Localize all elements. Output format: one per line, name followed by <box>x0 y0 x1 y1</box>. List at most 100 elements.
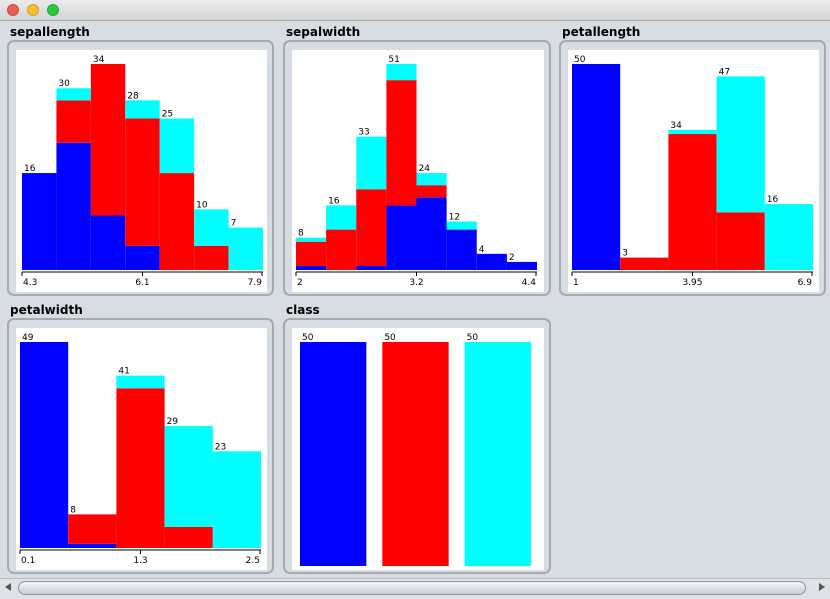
bar-segment-sepalwidth-1-2 <box>326 205 357 230</box>
bar-segment-sepallength-2-0 <box>90 215 126 270</box>
bar-segment-petallength-1-1 <box>620 257 669 270</box>
bar-count-label-sepallength-1: 30 <box>58 79 70 89</box>
bar-count-label-sepallength-2: 34 <box>93 55 105 65</box>
bar-segment-sepalwidth-4-2 <box>416 173 447 186</box>
bar-segment-class-1-1 <box>382 342 449 566</box>
bar-count-label-petallength-3: 47 <box>719 67 730 77</box>
bar-count-label-sepalwidth-6: 4 <box>479 245 485 255</box>
bar-segment-petallength-0-0 <box>572 64 621 270</box>
bar-segment-sepalwidth-3-2 <box>386 64 417 81</box>
bar-segment-petalwidth-4-2 <box>212 451 261 548</box>
x-tick-label: 1.3 <box>133 556 147 566</box>
x-tick-label: 4.4 <box>522 278 537 288</box>
bar-count-label-sepalwidth-3: 51 <box>388 55 399 65</box>
bar-segment-sepalwidth-5-0 <box>446 229 477 270</box>
x-tick-label: 7.9 <box>248 278 263 288</box>
bar-segment-petalwidth-0-0 <box>20 342 69 548</box>
bar-segment-sepalwidth-0-2 <box>296 237 327 242</box>
bar-count-label-sepalwidth-4: 24 <box>419 164 431 174</box>
bar-count-label-sepallength-5: 10 <box>196 200 208 210</box>
panel-title-petallength: petallength <box>562 25 641 39</box>
bar-segment-sepallength-2-1 <box>90 64 126 216</box>
scroll-thumb[interactable] <box>18 581 806 595</box>
bar-count-label-petalwidth-4: 23 <box>215 442 226 452</box>
horizontal-scrollbar[interactable] <box>0 578 830 599</box>
bar-count-label-petalwidth-2: 41 <box>118 367 129 377</box>
chart-class: 50 50 50 <box>300 333 531 566</box>
bar-segment-sepalwidth-6-0 <box>476 253 507 270</box>
bar-count-label-petallength-1: 3 <box>622 249 628 259</box>
bar-segment-sepallength-6-2 <box>228 227 263 270</box>
bar-segment-class-0-0 <box>300 342 367 566</box>
bar-count-label-petalwidth-1: 8 <box>70 505 76 515</box>
bar-segment-class-2-2 <box>464 342 531 566</box>
bar-segment-petallength-2-2 <box>668 129 717 135</box>
minimize-window-button[interactable] <box>27 4 39 16</box>
bar-segment-sepallength-5-2 <box>194 209 229 246</box>
bar-segment-petalwidth-3-2 <box>164 426 213 527</box>
x-tick-label: 6.9 <box>798 278 813 288</box>
bar-segment-sepallength-1-2 <box>56 88 91 101</box>
bar-segment-sepalwidth-4-0 <box>416 197 447 270</box>
bar-segment-petalwidth-2-2 <box>116 375 165 389</box>
bar-segment-petalwidth-3-1 <box>164 526 213 548</box>
bar-count-label-class-1: 50 <box>384 333 396 343</box>
x-tick-label: 2 <box>297 278 303 288</box>
scroll-right-arrow-icon[interactable] <box>819 583 825 591</box>
bar-segment-sepallength-3-0 <box>125 245 160 270</box>
bar-segment-sepalwidth-1-1 <box>326 229 357 270</box>
bar-count-label-sepallength-3: 28 <box>127 91 139 101</box>
bar-segment-sepallength-4-2 <box>159 118 195 174</box>
chart-sepalwidth: 8 16 33 51 24 12 4 2 2 3.2 4.4 <box>295 55 538 288</box>
x-tick-label: 3.2 <box>409 278 423 288</box>
bar-segment-petallength-3-2 <box>716 76 765 213</box>
bar-segment-petalwidth-1-0 <box>68 543 117 548</box>
chart-petallength: 50 3 34 47 16 1 3.95 6.9 <box>571 55 813 288</box>
x-tick-label: 6.1 <box>135 278 149 288</box>
bar-count-label-petallength-0: 50 <box>574 55 586 65</box>
bar-segment-sepalwidth-0-0 <box>296 265 327 270</box>
bar-segment-petalwidth-2-1 <box>116 388 165 548</box>
bar-segment-sepalwidth-2-2 <box>356 136 387 190</box>
bar-segment-sepalwidth-3-1 <box>386 80 417 206</box>
panel-title-class: class <box>286 303 320 317</box>
bar-segment-sepalwidth-2-0 <box>356 265 387 270</box>
bar-count-label-sepalwidth-7: 2 <box>509 253 515 263</box>
bar-segment-sepallength-4-1 <box>159 173 195 270</box>
bar-segment-sepalwidth-7-0 <box>506 261 538 270</box>
bar-segment-sepallength-3-2 <box>125 100 160 119</box>
bar-segment-sepalwidth-3-0 <box>386 205 417 270</box>
x-tick-label: 1 <box>573 278 579 288</box>
bar-count-label-sepalwidth-5: 12 <box>449 213 460 223</box>
bar-count-label-petalwidth-0: 49 <box>22 333 34 343</box>
bar-segment-sepalwidth-4-1 <box>416 185 447 198</box>
bar-segment-sepalwidth-2-1 <box>356 189 387 266</box>
bar-count-label-sepalwidth-1: 16 <box>328 196 340 206</box>
x-tick-label: 4.3 <box>23 278 37 288</box>
bar-count-label-class-2: 50 <box>467 333 479 343</box>
zoom-window-button[interactable] <box>47 4 59 16</box>
bar-count-label-sepallength-4: 25 <box>162 110 173 120</box>
bar-count-label-sepalwidth-0: 8 <box>298 229 304 239</box>
bar-count-label-petalwidth-3: 29 <box>167 417 179 427</box>
x-tick-label: 2.5 <box>246 556 260 566</box>
bar-count-label-sepallength-6: 7 <box>231 219 237 229</box>
bar-count-label-sepalwidth-2: 33 <box>358 128 369 138</box>
bar-segment-petallength-3-1 <box>716 212 765 270</box>
scroll-left-arrow-icon[interactable] <box>5 583 11 591</box>
x-tick-label: 0.1 <box>21 556 35 566</box>
chart-petalwidth: 49 8 41 29 23 0.1 1.3 2.5 <box>19 333 261 566</box>
bar-segment-sepalwidth-5-2 <box>446 221 477 230</box>
bar-segment-petallength-4-2 <box>764 204 813 270</box>
bar-count-label-sepallength-0: 16 <box>24 164 36 174</box>
panel-title-petalwidth: petalwidth <box>10 303 83 317</box>
chart-sepallength: 16 30 34 28 25 10 7 4.3 6.1 7.9 <box>21 55 263 288</box>
bar-segment-sepallength-0-0 <box>22 173 57 270</box>
bar-segment-sepallength-5-1 <box>194 245 229 270</box>
bar-segment-sepallength-1-1 <box>56 100 91 143</box>
bar-count-label-class-0: 50 <box>302 333 314 343</box>
bar-segment-sepallength-3-1 <box>125 118 160 246</box>
close-window-button[interactable] <box>7 4 19 16</box>
bar-segment-petalwidth-1-1 <box>68 514 117 544</box>
bar-segment-petallength-2-1 <box>668 134 717 270</box>
